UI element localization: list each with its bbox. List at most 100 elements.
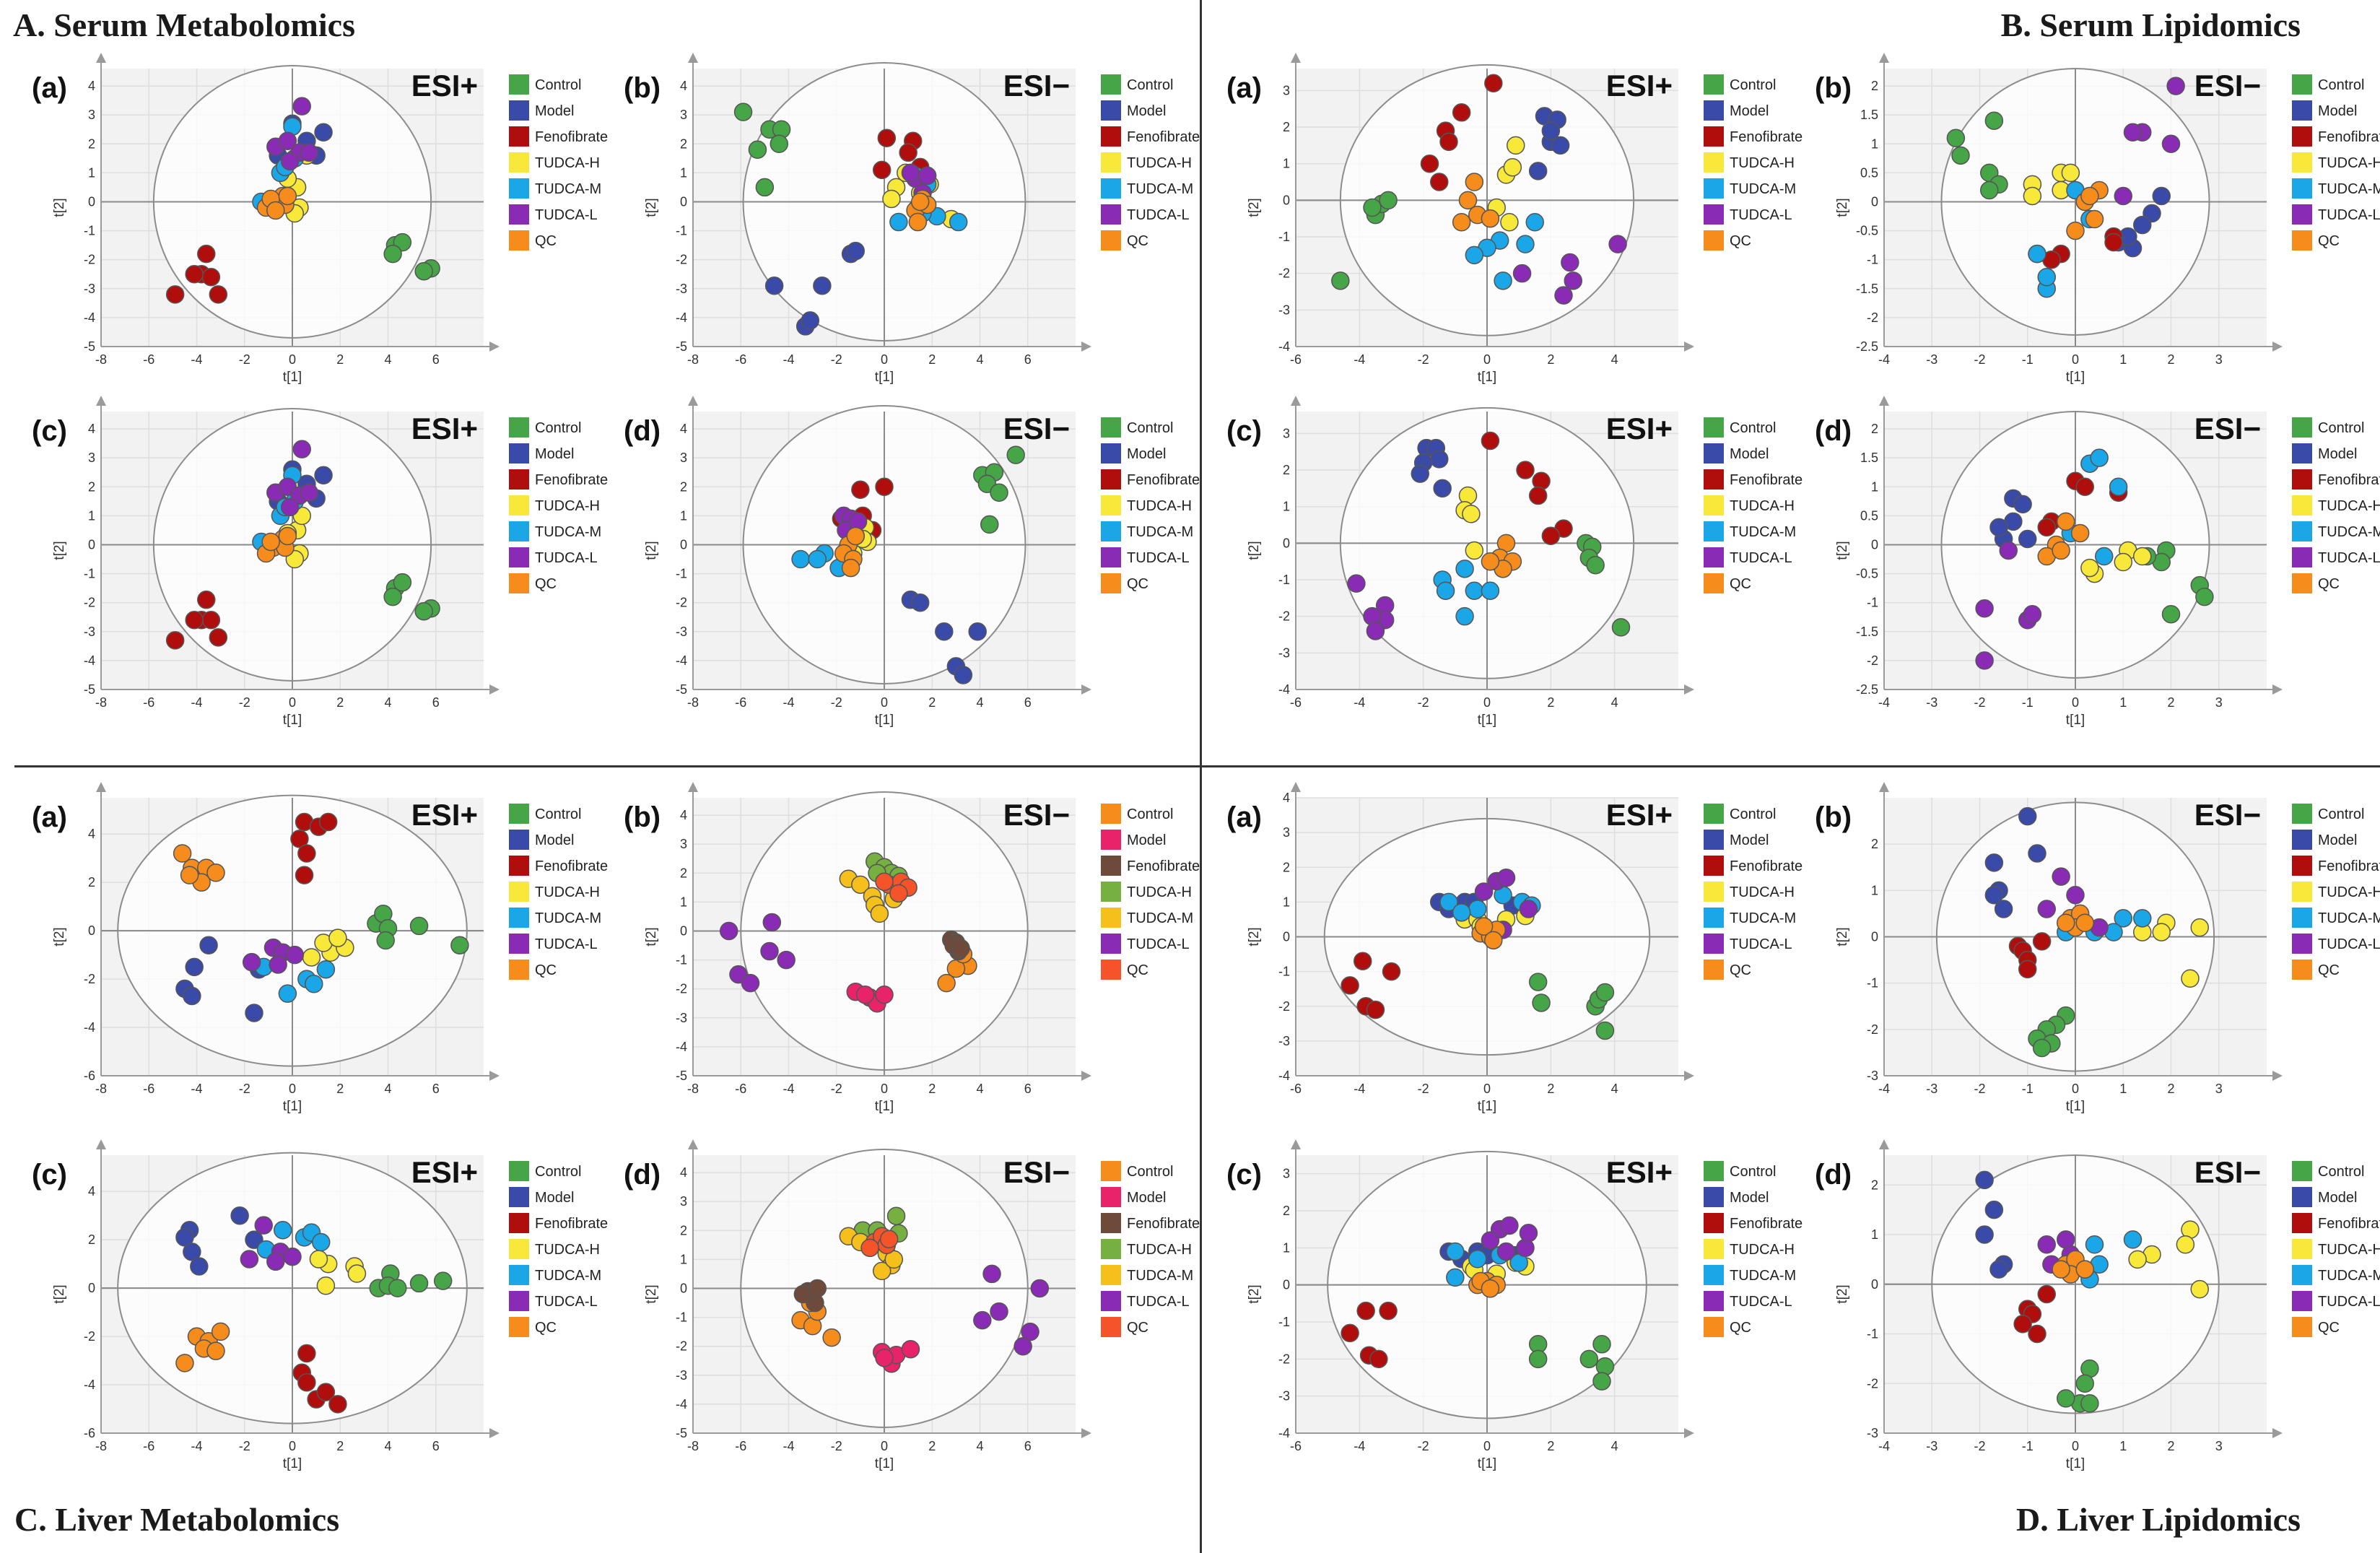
legend-swatch-tudca-l <box>1101 547 1121 567</box>
point-model <box>846 241 865 261</box>
point-fenofibrate <box>1341 1323 1359 1343</box>
point-fenofibrate <box>1541 526 1561 545</box>
x-tick-label: -4 <box>783 1082 794 1096</box>
panel-label: (b) <box>624 801 661 833</box>
legend-label: TUDCA-M <box>2318 181 2380 197</box>
y-tick-label: -4 <box>676 1397 687 1411</box>
y-tick-label: 0 <box>1283 193 1290 207</box>
x-tick-label: 2 <box>336 1082 344 1096</box>
x-tick-label: 3 <box>2215 352 2223 367</box>
y-tick-label: -1 <box>676 953 687 967</box>
x-tick-label: -4 <box>1878 1439 1890 1453</box>
point-model <box>1975 1170 1994 1190</box>
x-tick-label: 6 <box>432 1439 440 1453</box>
x-tick-label: 3 <box>2215 695 2223 710</box>
point-control <box>1579 1349 1599 1369</box>
x-tick-label: 0 <box>1483 352 1491 367</box>
x-tick-label: 1 <box>2119 1082 2127 1096</box>
x-tick-label: -3 <box>1926 695 1937 710</box>
y-tick-label: -4 <box>1278 682 1290 697</box>
point-tudca-h <box>328 928 347 947</box>
legend-swatch-control <box>1704 417 1724 438</box>
x-tick-label: 2 <box>928 695 936 710</box>
x-tick-label: -8 <box>687 1082 699 1096</box>
x-tick-label: 0 <box>289 695 296 710</box>
point-model <box>855 985 875 1004</box>
y-tick-label: -1 <box>1867 1327 1878 1341</box>
y-tick-label: 1 <box>680 508 687 523</box>
legend-label: Control <box>1127 806 1173 822</box>
point-tudca-l <box>2161 134 2181 154</box>
y-tick-label: -2 <box>84 596 95 610</box>
panel-label: (d) <box>1815 415 1852 447</box>
point-tudca-l <box>280 152 300 171</box>
legend-label: TUDCA-L <box>535 1294 598 1310</box>
legend-label: TUDCA-M <box>2318 524 2380 540</box>
legend-label: TUDCA-H <box>1127 1242 1192 1258</box>
y-tick-label: 0 <box>1871 537 1878 552</box>
y-axis-arrow <box>96 53 106 63</box>
point-qc <box>1484 931 1503 950</box>
point-model <box>1433 479 1452 498</box>
point-tudca-l <box>2037 1235 2056 1254</box>
x-tick-label: 4 <box>976 352 983 367</box>
y-axis-label: t[2] <box>644 927 659 946</box>
chart-C-d: -8 -6 -4 -2 0 2 4 6 -5 -4 -3 -2 -1 0 1 2 3 4 t[1] t[2] (d) ES… <box>624 1139 1200 1471</box>
y-axis-label: t[2] <box>644 541 659 560</box>
point-model <box>2018 529 2037 549</box>
y-tick-label: 3 <box>1283 426 1290 440</box>
legend-label: TUDCA-L <box>1127 1294 1190 1310</box>
legend-swatch-tudca-l <box>1704 934 1724 954</box>
x-tick-label: -6 <box>735 695 746 710</box>
legend-swatch-control <box>509 1161 529 1181</box>
point-fenofibrate <box>185 264 204 284</box>
point-fenofibrate <box>197 590 216 609</box>
legend-label: Model <box>2318 446 2357 462</box>
legend-swatch-tudca-l <box>1704 204 1724 225</box>
legend-swatch-tudca-h <box>509 152 529 173</box>
x-tick-label: -8 <box>95 1439 107 1453</box>
y-axis-label: t[2] <box>1835 927 1850 946</box>
legend-label: Fenofibrate <box>1127 129 1200 145</box>
x-tick-label: -2 <box>831 352 842 367</box>
legend-label: TUDCA-M <box>2318 1268 2380 1284</box>
point-qc <box>173 844 192 863</box>
point-tudca-l <box>300 483 318 503</box>
point-tudca-h <box>1465 541 1484 560</box>
y-tick-label: -5 <box>676 1069 687 1083</box>
x-tick-label: -4 <box>191 1082 202 1096</box>
x-tick-label: 4 <box>1611 695 1618 710</box>
y-tick-label: -2 <box>1867 1376 1878 1391</box>
x-axis-label: t[1] <box>875 370 894 385</box>
x-tick-label: -2 <box>1974 695 1985 710</box>
point-model <box>314 123 333 142</box>
legend-swatch-fenofibrate <box>509 856 529 876</box>
point-control <box>1532 993 1551 1012</box>
legend-label: Control <box>535 77 581 93</box>
x-tick-label: 0 <box>289 352 296 367</box>
legend-label: TUDCA-H <box>1730 155 1795 171</box>
legend-label: Model <box>1730 832 1769 848</box>
point-tudca-m <box>274 1221 292 1240</box>
x-axis-arrow <box>489 684 500 695</box>
point-control <box>1595 1021 1615 1040</box>
mode-label: ESI+ <box>411 1155 478 1189</box>
x-axis-arrow <box>1684 1428 1694 1438</box>
point-qc <box>175 1354 194 1373</box>
point-qc <box>860 1238 879 1258</box>
legend-swatch-model <box>2292 100 2312 121</box>
point-tudca-m <box>872 1261 892 1281</box>
legend-swatch-tudca-m <box>2292 521 2312 541</box>
x-axis-label: t[1] <box>283 1099 302 1114</box>
x-tick-label: 0 <box>881 1439 888 1453</box>
legend-label: QC <box>1127 962 1148 978</box>
point-tudca-m <box>889 212 908 232</box>
x-tick-label: -8 <box>95 695 107 710</box>
y-tick-label: -1 <box>84 224 95 238</box>
point-qc <box>2052 1260 2070 1279</box>
panel-label: (b) <box>1815 72 1852 104</box>
point-qc <box>910 192 930 212</box>
y-tick-label: -4 <box>676 310 687 325</box>
